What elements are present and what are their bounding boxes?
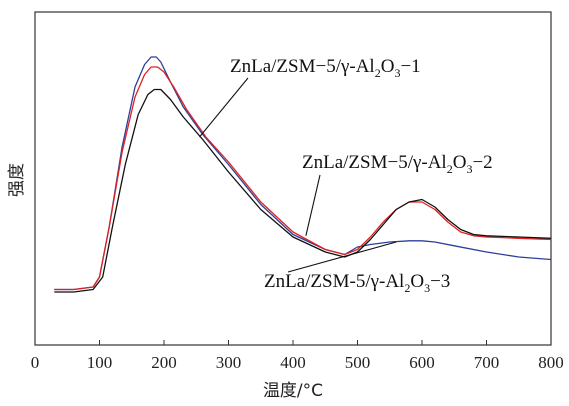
annotation-leader-2 xyxy=(305,174,321,236)
annotation-leaders xyxy=(199,77,397,273)
annotation-leader-1 xyxy=(199,77,249,138)
x-axis-ticks: 0 100 200 300 400 500 600 700 800 xyxy=(31,340,564,372)
series-layer xyxy=(54,56,552,293)
x-tick-label: 600 xyxy=(409,353,435,372)
x-tick-label: 100 xyxy=(87,353,113,372)
x-tick-label: 700 xyxy=(474,353,500,372)
x-axis-title: 温度/°C xyxy=(263,381,323,401)
x-tick-label: 500 xyxy=(345,353,371,372)
x-tick-label: 400 xyxy=(280,353,306,372)
annotation-series-2: ZnLa/ZSM−5/γ-Al2O3−2 xyxy=(302,152,493,176)
series-line-1 xyxy=(54,88,552,293)
x-tick-label: 300 xyxy=(216,353,242,372)
annotation-leader-3 xyxy=(287,241,397,273)
y-axis-title: 强度 xyxy=(7,163,27,197)
x-tick-label: 0 xyxy=(31,353,40,372)
annotation-series-1: ZnLa/ZSM−5/γ-Al2O3−1 xyxy=(230,56,421,80)
series-line-2 xyxy=(54,66,552,291)
annotation-series-3: ZnLa/ZSM-5/γ-Al2O3−3 xyxy=(264,271,450,295)
series-line-3 xyxy=(54,56,552,291)
x-tick-label: 800 xyxy=(538,353,564,372)
x-tick-label: 200 xyxy=(151,353,177,372)
